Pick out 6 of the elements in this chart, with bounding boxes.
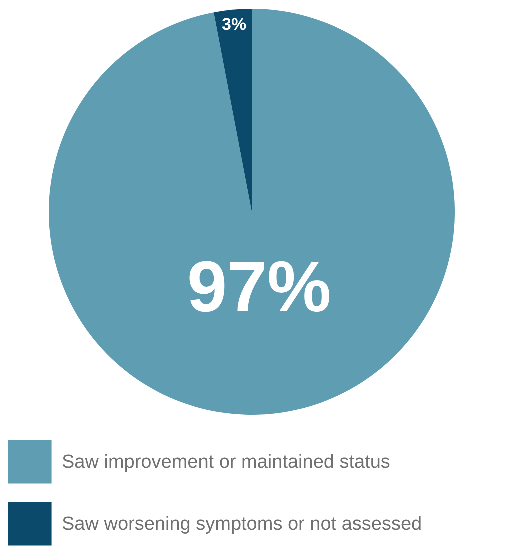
pie-slice	[49, 9, 455, 415]
data-label: 3%	[222, 14, 247, 34]
data-label: 97%	[187, 248, 332, 328]
pie-slice	[214, 9, 252, 212]
legend-label: Saw improvement or maintained status	[62, 452, 390, 473]
legend-label: Saw worsening symptoms or not assessed	[62, 514, 422, 535]
